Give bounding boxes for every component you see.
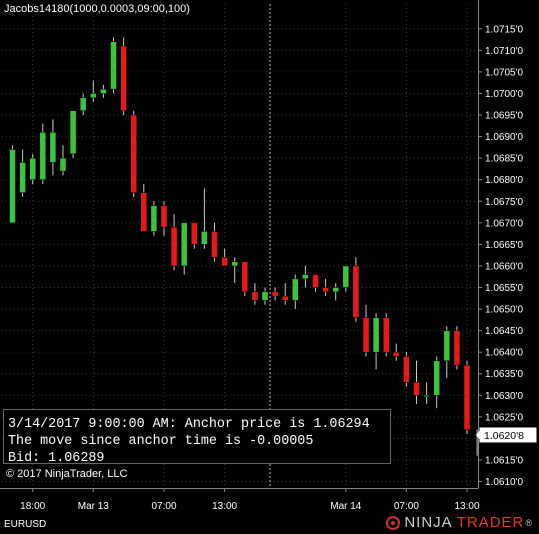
x-tick-label: 07:00 xyxy=(394,501,419,512)
y-tick-label: 1.0645'0 xyxy=(485,326,523,337)
indicator-label[interactable]: Jacobs14180(1000,0.0003,09:00,100) xyxy=(4,3,190,15)
brand-registered-mark: ® xyxy=(525,517,533,528)
candle-up[interactable] xyxy=(90,93,97,99)
candle-up[interactable] xyxy=(372,317,380,353)
candle-up[interactable] xyxy=(423,395,430,398)
candle-up[interactable] xyxy=(150,205,158,232)
candle-up[interactable] xyxy=(110,41,117,90)
candle-up[interactable] xyxy=(79,97,87,111)
x-tick-label: Mar 13 xyxy=(78,501,110,512)
y-tick-label: 1.0715'0 xyxy=(485,24,523,35)
candle-down[interactable] xyxy=(352,265,360,318)
candle-up[interactable] xyxy=(29,157,36,180)
candle-up[interactable] xyxy=(180,222,188,267)
candle-up[interactable] xyxy=(342,265,350,288)
candle-down[interactable] xyxy=(211,231,218,258)
candle-down[interactable] xyxy=(221,257,228,267)
brand-trader: TRADER xyxy=(456,514,525,531)
brand-ninja: NINJA xyxy=(404,514,453,531)
candle-down[interactable] xyxy=(403,356,410,383)
candle-down[interactable] xyxy=(382,317,390,353)
last-price-arrow xyxy=(476,428,481,441)
candle-up[interactable] xyxy=(59,157,67,172)
candle-up[interactable] xyxy=(302,274,309,280)
candle-down[interactable] xyxy=(191,222,198,245)
y-tick-label: 1.0630'0 xyxy=(485,391,523,402)
candle-down[interactable] xyxy=(271,291,279,297)
y-tick-label: 1.0665'0 xyxy=(485,240,523,251)
info-line-2: The move since anchor time is -0.00005 xyxy=(8,434,314,449)
candle-down[interactable] xyxy=(281,295,289,301)
y-tick-label: 1.0655'0 xyxy=(485,283,523,294)
candle-up[interactable] xyxy=(39,132,47,180)
info-line-1: 3/14/2017 9:00:00 AM: Anchor price is 1.… xyxy=(8,417,370,432)
candle-down[interactable] xyxy=(241,261,249,293)
brand-logo: NINJA TRADER ® xyxy=(386,514,533,531)
candle-down[interactable] xyxy=(140,192,148,232)
candle-up[interactable] xyxy=(201,231,208,245)
candle-down[interactable] xyxy=(170,226,178,267)
candle-down[interactable] xyxy=(362,317,370,353)
x-tick-label: 07:00 xyxy=(151,501,176,512)
candle-down[interactable] xyxy=(413,382,420,396)
candle-up[interactable] xyxy=(443,330,451,362)
y-tick-label: 1.0690'0 xyxy=(485,132,523,143)
candle-down[interactable] xyxy=(160,205,168,228)
copyright-text: © 2017 NinjaTrader, LLC xyxy=(6,468,128,480)
y-tick-label: 1.0685'0 xyxy=(485,154,523,165)
candle-up[interactable] xyxy=(261,291,269,301)
anchor-info-box: 3/14/2017 9:00:00 AM: Anchor price is 1.… xyxy=(3,409,391,466)
candle-up[interactable] xyxy=(231,261,238,267)
x-tick-label: 18:00 xyxy=(20,501,45,512)
candle-up[interactable] xyxy=(332,287,339,293)
y-tick-label: 1.0710'0 xyxy=(485,46,523,57)
candle-up[interactable] xyxy=(19,162,26,193)
candle-up[interactable] xyxy=(49,132,57,163)
candle-up[interactable] xyxy=(9,149,16,224)
candle-down[interactable] xyxy=(322,287,329,293)
candle-up[interactable] xyxy=(433,360,440,396)
candle-down[interactable] xyxy=(251,291,259,301)
instrument-label: EURUSD xyxy=(4,519,47,530)
candle-down[interactable] xyxy=(393,351,400,357)
last-price-label: 1.0620'8 xyxy=(484,430,524,442)
y-tick-label: 1.0635'0 xyxy=(485,369,523,380)
x-tick-label: Mar 14 xyxy=(330,501,362,512)
ninja-logo-icon xyxy=(386,515,401,530)
y-tick-label: 1.0615'0 xyxy=(485,455,523,466)
y-tick-label: 1.0625'0 xyxy=(485,412,523,423)
candle-up[interactable] xyxy=(69,110,77,155)
candle-up[interactable] xyxy=(292,278,299,301)
candle-up[interactable] xyxy=(100,88,107,94)
candle-down[interactable] xyxy=(120,45,127,111)
y-tick-label: 1.0675'0 xyxy=(485,197,523,208)
y-tick-label: 1.0650'0 xyxy=(485,305,523,316)
info-line-3: Bid: 1.06289 xyxy=(8,451,105,466)
candle-down[interactable] xyxy=(463,364,471,431)
y-tick-label: 1.0700'0 xyxy=(485,89,523,100)
y-tick-label: 1.0705'0 xyxy=(485,67,523,78)
candle-down[interactable] xyxy=(453,330,461,366)
candle-down[interactable] xyxy=(130,114,137,193)
candle-down[interactable] xyxy=(312,274,319,288)
x-tick-label: 13:00 xyxy=(212,501,237,512)
x-tick-label: 13:00 xyxy=(454,501,479,512)
y-tick-label: 1.0680'0 xyxy=(485,175,523,186)
y-tick-label: 1.0695'0 xyxy=(485,111,523,122)
y-tick-label: 1.0660'0 xyxy=(485,261,523,272)
y-tick-label: 1.0670'0 xyxy=(485,218,523,229)
y-tick-label: 1.0610'0 xyxy=(485,477,523,488)
y-tick-label: 1.0640'0 xyxy=(485,348,523,359)
